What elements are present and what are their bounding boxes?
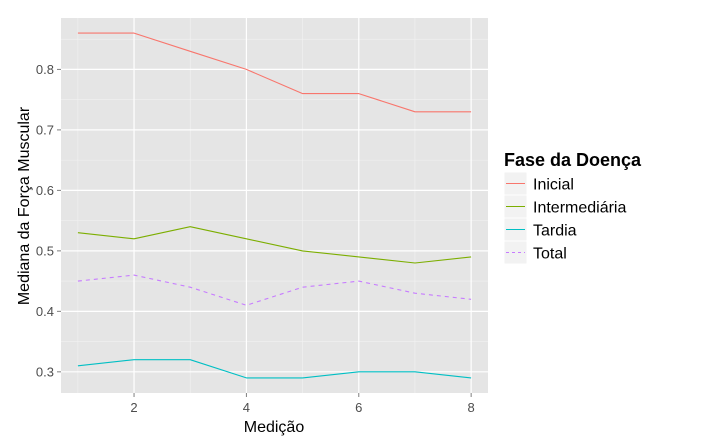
legend-label: Inicial [533,177,574,194]
legend: Fase da Doença Inicial Intermediária Tardi… [503,150,642,265]
x-tick-label: 8 [468,400,475,415]
series-line-intermediaria [77,226,472,264]
y-tick-label: 0.8 [36,62,54,77]
legend-label: Tardia [533,223,577,240]
legend-items: Inicial Intermediária Tardia Total [503,171,626,265]
legend-title: Fase da Doença [504,150,642,170]
series-line-tardia [77,359,472,379]
grid-minor [61,18,488,393]
y-axis-title: Mediana da Força Muscular [16,106,33,305]
series-lines [77,32,472,379]
series-line-total [77,274,472,306]
legend-label: Intermediária [533,200,626,217]
y-tick-label: 0.7 [36,122,54,137]
x-tick-label: 6 [355,400,362,415]
x-tick-label: 2 [130,400,137,415]
x-axis: 2 4 6 8 [130,393,475,415]
x-axis-title: Medição [244,419,305,436]
x-tick-label: 4 [243,400,250,415]
legend-key [503,240,528,265]
y-tick-label: 0.4 [36,304,54,319]
legend-label: Total [533,246,567,263]
series-line-inicial [77,32,472,113]
y-tick-label: 0.5 [36,243,54,258]
y-tick-label: 0.6 [36,183,54,198]
grid-major [61,18,488,393]
plot-panel [61,18,488,393]
y-tick-label: 0.3 [36,364,54,379]
y-axis: 0.3 0.4 0.5 0.6 0.7 0.8 [36,62,61,379]
